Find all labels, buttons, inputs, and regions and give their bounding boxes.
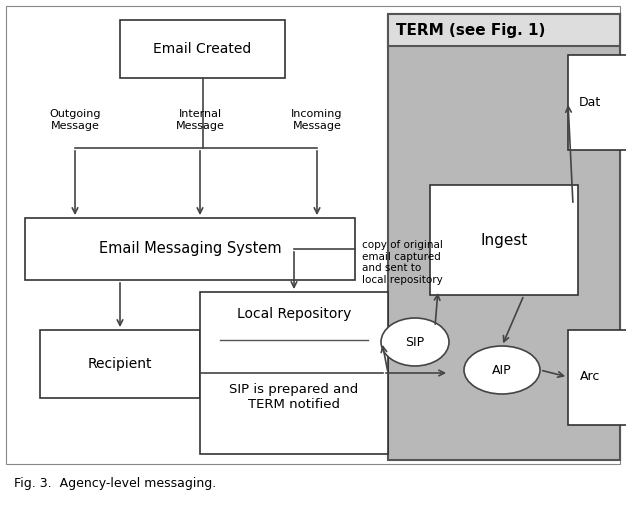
Text: Outgoing
Message: Outgoing Message bbox=[49, 109, 101, 131]
Bar bbox=[200, 292, 388, 454]
Text: SIP: SIP bbox=[406, 335, 424, 348]
Text: Recipient: Recipient bbox=[88, 357, 152, 371]
Ellipse shape bbox=[381, 318, 449, 366]
Text: TERM (see Fig. 1): TERM (see Fig. 1) bbox=[396, 22, 545, 38]
Text: AIP: AIP bbox=[492, 364, 512, 376]
Bar bbox=[430, 185, 578, 295]
Text: Internal
Message: Internal Message bbox=[175, 109, 225, 131]
Bar bbox=[568, 55, 626, 150]
Text: Arc: Arc bbox=[580, 370, 600, 384]
Bar bbox=[388, 14, 620, 460]
Ellipse shape bbox=[464, 346, 540, 394]
Text: Email Created: Email Created bbox=[153, 42, 252, 56]
Text: Fig. 3.  Agency-level messaging.: Fig. 3. Agency-level messaging. bbox=[14, 478, 216, 491]
Text: Dat: Dat bbox=[579, 96, 601, 109]
Text: Ingest: Ingest bbox=[480, 233, 528, 247]
Bar bbox=[40, 330, 200, 398]
Text: Local Repository: Local Repository bbox=[237, 307, 351, 321]
Bar bbox=[120, 20, 285, 78]
Text: SIP is prepared and
TERM notified: SIP is prepared and TERM notified bbox=[229, 383, 359, 411]
Text: Email Messaging System: Email Messaging System bbox=[99, 241, 281, 257]
Text: Incoming
Message: Incoming Message bbox=[291, 109, 343, 131]
Text: copy of original
email captured
and sent to
local repository: copy of original email captured and sent… bbox=[362, 240, 443, 285]
Bar bbox=[568, 330, 626, 425]
Bar bbox=[388, 14, 620, 46]
Bar bbox=[25, 218, 355, 280]
